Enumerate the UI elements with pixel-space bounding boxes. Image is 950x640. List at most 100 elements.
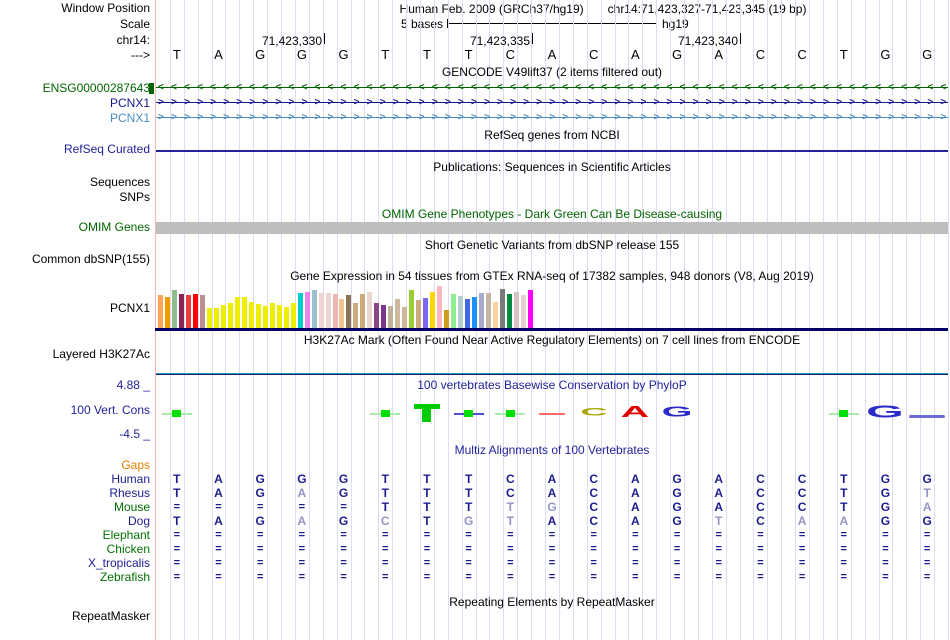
gtex-bar[interactable] [234, 297, 240, 328]
gtex-bar[interactable] [423, 298, 429, 328]
gtex-bar[interactable] [486, 293, 492, 328]
gene-label-pcnx1[interactable]: PCNX1 [109, 111, 150, 125]
row-label-omim-genes[interactable]: OMIM Genes [78, 220, 150, 234]
align-base: C [756, 486, 765, 500]
gtex-bar[interactable] [472, 297, 478, 328]
row-label--[interactable]: ---> [131, 48, 150, 62]
row-label-100-vert-cons[interactable]: 100 Vert. Cons [70, 403, 150, 417]
species-label-gaps[interactable]: Gaps [121, 458, 150, 472]
gtex-bar[interactable] [290, 303, 296, 328]
track-title[interactable]: Multiz Alignments of 100 Vertebrates [454, 443, 650, 457]
species-label-x_tropicalis[interactable]: X_tropicalis [87, 556, 150, 570]
track-title[interactable]: 100 vertebrates Basewise Conservation by… [417, 378, 687, 392]
gtex-bar[interactable] [507, 294, 512, 328]
gtex-bar[interactable] [451, 294, 457, 328]
gtex-bar[interactable] [297, 293, 303, 328]
track-title[interactable]: Repeating Elements by RepeatMasker [449, 595, 655, 609]
gtex-bar[interactable] [318, 293, 324, 328]
gtex-bar[interactable] [269, 303, 275, 328]
gtex-bar[interactable] [241, 297, 247, 328]
gtex-bar[interactable] [513, 292, 519, 328]
row-label--4-5-[interactable]: -4.5 _ [119, 427, 150, 441]
gtex-bar[interactable] [493, 302, 499, 328]
species-label-mouse[interactable]: Mouse [113, 500, 150, 514]
gtex-bar[interactable] [465, 299, 471, 328]
gtex-bar[interactable] [262, 306, 268, 328]
gtex-bar[interactable] [360, 294, 366, 328]
species-label-rhesus[interactable]: Rhesus [109, 486, 150, 500]
gtex-bar[interactable] [192, 294, 198, 328]
gtex-bar[interactable] [164, 297, 170, 328]
gtex-bar[interactable] [220, 305, 226, 328]
gene-track-pcnx1[interactable]: >>>>>>>>>>>>>>>>>>>>>>>>>>>>>>>>>>>>>>>>… [156, 96, 948, 109]
row-label-snps[interactable]: SNPs [119, 190, 150, 204]
species-label-chicken[interactable]: Chicken [106, 542, 150, 556]
gtex-bar[interactable] [276, 305, 282, 328]
gtex-bar[interactable] [206, 308, 212, 328]
track-title[interactable]: OMIM Gene Phenotypes - Dark Green Can Be… [381, 207, 723, 221]
gtex-bar[interactable] [527, 290, 533, 328]
gtex-bar[interactable] [227, 303, 233, 328]
gtex-bar[interactable] [248, 302, 254, 328]
gtex-bar[interactable] [339, 299, 345, 328]
gtex-bar[interactable] [402, 307, 408, 328]
track-title[interactable]: RefSeq genes from NCBI [484, 128, 620, 142]
row-label-window-position[interactable]: Window Position [61, 1, 150, 15]
gtex-bar[interactable] [388, 306, 394, 328]
gtex-bar[interactable] [437, 286, 443, 328]
gtex-bar[interactable] [213, 308, 219, 328]
gene-label-ensg00000287643[interactable]: ENSG00000287643 [42, 81, 150, 95]
gtex-bar[interactable] [479, 293, 485, 328]
gtex-bar[interactable] [185, 295, 191, 328]
gtex-bar[interactable] [346, 295, 352, 328]
gtex-bar[interactable] [171, 290, 177, 328]
gtex-bar[interactable] [520, 295, 526, 328]
gtex-bar[interactable] [325, 293, 331, 328]
row-label-repeatmasker[interactable]: RepeatMasker [71, 609, 150, 623]
gtex-bar[interactable] [178, 294, 184, 328]
align-base: A [631, 486, 640, 500]
omim-genes-bar[interactable] [156, 222, 948, 234]
row-label-pcnx1[interactable]: PCNX1 [109, 301, 150, 315]
row-label-common-dbsnp-155-[interactable]: Common dbSNP(155) [31, 252, 150, 266]
species-label-human[interactable]: Human [111, 472, 150, 486]
gtex-bar[interactable] [283, 307, 289, 328]
species-label-dog[interactable]: Dog [127, 514, 150, 528]
gtex-bar[interactable] [311, 290, 317, 328]
row-label-sequences[interactable]: Sequences [89, 175, 150, 189]
gene-track-ensg00000287643[interactable]: <<<<<<<<<<<<<<<<<<<<<<<<<<<<<<<<<<<<<<<<… [156, 81, 948, 94]
gtex-bar[interactable] [255, 304, 261, 328]
gtex-bar[interactable] [500, 289, 506, 328]
track-title[interactable]: GENCODE V49lift37 (2 items filtered out) [441, 65, 663, 79]
row-label-4-88-[interactable]: 4.88 _ [116, 378, 150, 392]
track-title[interactable]: Gene Expression in 54 tissues from GTEx … [290, 269, 814, 283]
gene-label-pcnx1[interactable]: PCNX1 [109, 96, 150, 110]
track-title[interactable]: H3K27Ac Mark (Often Found Near Active Re… [303, 333, 801, 347]
gtex-bar[interactable] [304, 292, 310, 328]
track-title[interactable]: Short Genetic Variants from dbSNP releas… [424, 238, 680, 252]
gtex-bar[interactable] [444, 310, 450, 328]
row-label-refseq-curated[interactable]: RefSeq Curated [63, 142, 150, 156]
gtex-bar[interactable] [409, 290, 415, 328]
gtex-bar[interactable] [395, 299, 401, 328]
gtex-bar[interactable] [199, 295, 205, 328]
gtex-bar[interactable] [374, 303, 380, 328]
gtex-bar[interactable] [332, 294, 338, 328]
gtex-bar[interactable] [430, 292, 436, 328]
row-label-scale[interactable]: Scale [119, 17, 150, 31]
gtex-bar[interactable] [458, 296, 464, 328]
species-label-elephant[interactable]: Elephant [102, 528, 150, 542]
row-label-chr14-[interactable]: chr14: [116, 33, 150, 47]
h3k27ac-line[interactable] [156, 373, 948, 374]
gtex-bar[interactable] [367, 292, 373, 328]
track-title[interactable]: Publications: Sequences in Scientific Ar… [433, 160, 671, 174]
gtex-bar[interactable] [416, 300, 422, 328]
refseq-curated-line[interactable] [156, 150, 948, 152]
gtex-bar[interactable] [353, 303, 359, 328]
gtex-bar[interactable] [158, 295, 163, 328]
gtex-bar[interactable] [381, 305, 387, 328]
row-label-layered-h3k27ac[interactable]: Layered H3K27Ac [52, 347, 150, 361]
gene-track-pcnx1[interactable]: >>>>>>>>>>>>>>>>>>>>>>>>>>>>>>>>>>>>>>>>… [156, 111, 948, 124]
species-label-zebrafish[interactable]: Zebrafish [99, 570, 150, 584]
